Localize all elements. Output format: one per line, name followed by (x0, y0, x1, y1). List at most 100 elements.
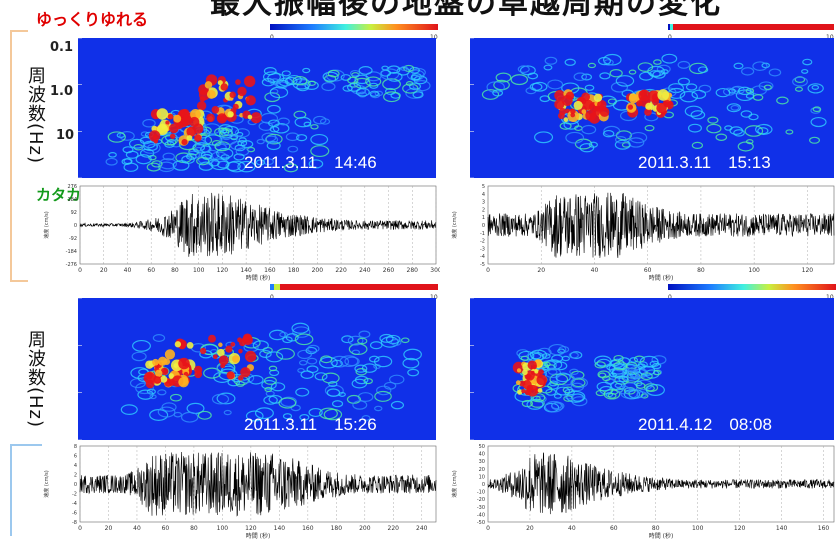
waveform-x-tick: 20 (537, 267, 545, 274)
spectrogram-cell (105, 157, 118, 166)
waveform-y-label: 速度 (cm/s) (43, 470, 50, 497)
spectrogram-hotspot (169, 133, 176, 140)
spectrogram-cell (282, 413, 293, 420)
waveform-x-tick: 80 (652, 525, 660, 532)
spectrogram-cell (300, 370, 314, 379)
spectrogram-cell (390, 400, 405, 410)
spectrogram-cell (569, 351, 583, 360)
spectrogram-hotspot (186, 135, 193, 141)
spectrogram-hotspot (194, 134, 202, 142)
waveform-x-tick: 40 (568, 525, 576, 532)
spectrogram-cell (302, 67, 311, 74)
spectrogram-cell (313, 115, 327, 125)
spectrogram-cell (530, 398, 545, 408)
spectrogram-cell (640, 393, 649, 399)
spectrogram-cell (269, 86, 289, 99)
spectrogram-hotspot (570, 108, 576, 114)
spectrogram-cell (745, 139, 754, 145)
spectrogram-cell (486, 81, 505, 93)
waveform-x-tick: 100 (748, 267, 760, 274)
spectrogram-hotspot (164, 349, 176, 360)
spectrogram-cell (547, 79, 564, 90)
spectrogram-hotspot (522, 369, 528, 376)
spectrogram-hotspot (537, 388, 543, 393)
waveform-x-tick: 220 (388, 525, 400, 532)
spectrogram-cell (172, 160, 190, 171)
spectrogram-cell (263, 376, 277, 385)
spectrogram-cell (264, 135, 279, 144)
waveform-x-tick: 140 (776, 525, 788, 532)
spectrogram-cell (374, 390, 392, 402)
spectrogram-hotspot (208, 334, 216, 343)
spectrogram-cell (733, 129, 745, 137)
spectrogram-cell (204, 134, 223, 146)
spectrogram-cell (597, 56, 612, 66)
spectrogram-cell (603, 59, 614, 66)
waveform-x-tick: 300 (430, 267, 440, 274)
waveform-x-tick: 160 (818, 525, 830, 532)
freq-tick-10: 10 (56, 128, 75, 143)
spectrogram-cell (142, 118, 156, 128)
waveform-trace (79, 451, 437, 517)
spectrogram-cell (263, 158, 274, 166)
spectrogram-hotspot (554, 99, 565, 110)
spectrogram-cell (310, 145, 330, 158)
spectrogram-cell (128, 138, 145, 149)
spectrogram-hotspot (644, 108, 652, 116)
spectrogram-cell (547, 368, 558, 376)
spectrogram-cell (402, 83, 419, 94)
waveform-y-tick: -184 (66, 249, 77, 255)
waveform-x-tick: 80 (190, 525, 198, 532)
spectrogram-cell (707, 116, 719, 124)
spectrogram-hotspot (645, 102, 653, 110)
spectrogram-cell (331, 359, 343, 368)
spectrogram-cell (141, 141, 161, 154)
slow-shaking-label: ゆっくりゆれる (36, 10, 149, 29)
spectrogram-cell (615, 75, 635, 87)
spectrogram-cell (265, 133, 283, 145)
spectrogram-cell (294, 116, 312, 128)
spectrogram-cell (561, 355, 570, 362)
spectrogram-cell (543, 64, 553, 71)
spectrogram-cell (270, 382, 286, 392)
colorbar-bottom-right: 0 10 (668, 284, 836, 300)
spectrogram-cell (376, 385, 392, 396)
spectrogram-cell (752, 94, 764, 101)
spectrogram-cell (697, 66, 709, 74)
spectrogram-cell (214, 141, 231, 152)
spectrogram-cell (149, 394, 157, 400)
spectrogram-cell (605, 392, 614, 398)
waveform-x-tick: 0 (78, 525, 82, 532)
spectrogram-hotspot (199, 347, 207, 355)
spectrogram-cell (785, 129, 794, 135)
spectrogram-hotspot (199, 96, 206, 102)
spectrogram-hotspot (218, 342, 223, 348)
spectrogram-cell (677, 60, 691, 69)
waveform-y-tick: 8 (74, 444, 77, 450)
spectrogram-cell (715, 133, 728, 141)
spectrogram-cell (629, 131, 648, 144)
spectrogram-hotspot (536, 374, 548, 386)
timestamp-panel-3: 2011.3.11 15:26 (244, 415, 377, 434)
spectrogram-hotspot (237, 86, 247, 97)
spectrogram-cell (226, 160, 246, 173)
spectrogram-cell (280, 396, 297, 408)
spectrogram-cell (379, 333, 394, 343)
spectrogram-cell (358, 66, 373, 75)
spectrogram-hotspot (573, 100, 583, 110)
waveform-y-tick: -6 (72, 511, 77, 517)
spectrogram-cell (602, 375, 611, 382)
spectrogram-cell (389, 374, 405, 385)
spectrogram-cell (151, 160, 163, 168)
spectrogram-cell (263, 395, 278, 405)
spectrogram-cell (534, 131, 554, 144)
spectrogram-cell (545, 388, 557, 396)
spectrogram-cell (323, 408, 343, 421)
spectrogram-cell (492, 89, 504, 97)
waveform-y-tick: 1 (482, 215, 485, 221)
spectrogram-cell (407, 368, 420, 377)
spectrogram-hotspot (244, 350, 257, 363)
spectrogram-cell (266, 104, 281, 114)
waveform-panel-1: 0 20 40 60 80 100 120 140 160 180 200 220 240 260 280 3… (43, 184, 440, 282)
spectrogram-cell (495, 72, 512, 83)
